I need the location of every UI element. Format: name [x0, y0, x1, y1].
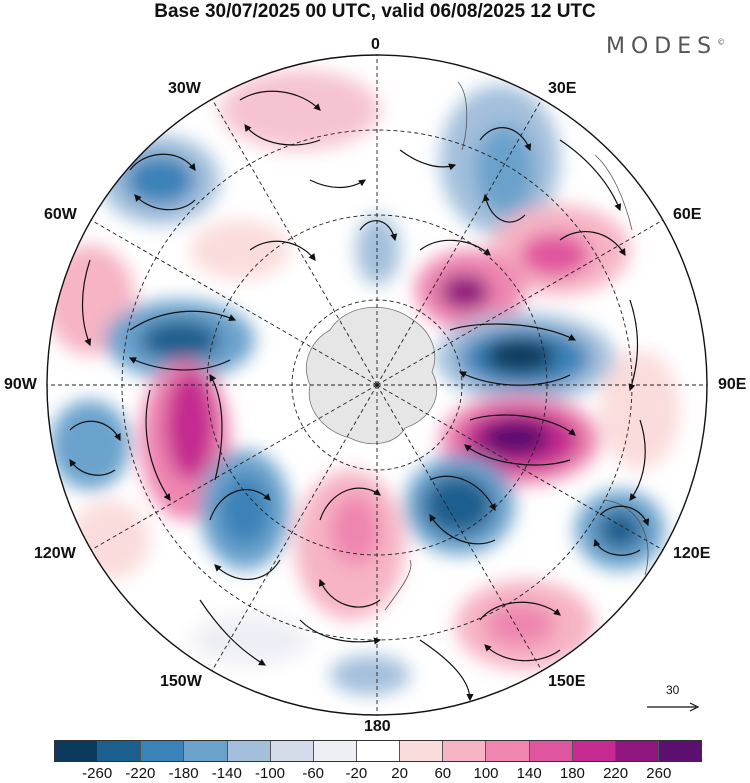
colorbar-tick-label: -140 — [211, 765, 242, 782]
colorbar-swatch — [615, 741, 659, 761]
colorbar-swatch — [572, 741, 616, 761]
label-90w: 90W — [4, 376, 37, 393]
colorbar-swatch — [400, 741, 444, 761]
label-60e: 60E — [673, 206, 702, 223]
colorbar-tick-label: 20 — [391, 765, 408, 782]
polar-map — [46, 54, 708, 716]
colorbar — [54, 740, 702, 762]
label-30e: 30E — [548, 80, 577, 97]
colorbar-tick-label: 100 — [473, 765, 499, 782]
label-120w: 120W — [34, 545, 76, 562]
colorbar-tick-label: 180 — [559, 765, 585, 782]
colorbar-swatch — [270, 741, 314, 761]
colorbar-tick-label: -100 — [254, 765, 286, 782]
colorbar-tick-label: 220 — [603, 765, 629, 782]
colorbar-tick-label: 140 — [516, 765, 542, 782]
label-30w: 30W — [168, 80, 201, 97]
coastlines — [384, 81, 649, 611]
colorbar-swatch — [141, 741, 185, 761]
colorbar-swatch — [529, 741, 573, 761]
reference-arrow-icon — [647, 702, 700, 712]
label-0: 0 — [371, 36, 380, 53]
colorbar-tick-label: -220 — [125, 765, 156, 782]
brand-text: MODES — [606, 34, 718, 59]
colorbar-swatch — [227, 741, 271, 761]
colorbar-swatch — [313, 741, 357, 761]
map-boundary — [46, 54, 708, 716]
colorbar-swatch — [443, 741, 487, 761]
colorbar-swatch — [184, 741, 228, 761]
colorbar-swatch — [55, 741, 99, 761]
reference-vector-value: 30 — [666, 683, 680, 697]
brand-mark: © — [717, 37, 726, 47]
label-180: 180 — [364, 718, 391, 735]
colorbar-tick-label: -260 — [82, 765, 113, 782]
colorbar-swatch — [98, 741, 142, 761]
modes-logo: MODES© — [606, 34, 725, 59]
map-title: Base 30/07/2025 00 UTC, valid 06/08/2025… — [154, 1, 596, 22]
colorbar-tick-label: -60 — [302, 765, 325, 782]
colorbar-tick-label: 260 — [646, 765, 672, 782]
label-120e: 120E — [673, 545, 711, 562]
colorbar-tick-label: -20 — [345, 765, 368, 782]
colorbar-swatch — [356, 741, 401, 761]
label-60w: 60W — [44, 206, 77, 223]
label-90e: 90E — [718, 376, 747, 393]
colorbar-ticks: -260 -220 -180 -140 -100 -60 -20 20 60 100 140 180 2… — [0, 765, 750, 783]
colorbar-swatch — [658, 741, 702, 761]
label-150e: 150E — [548, 673, 586, 690]
colorbar-swatch — [486, 741, 530, 761]
colorbar-tick-label: 60 — [434, 765, 452, 782]
streamlines — [69, 90, 650, 702]
label-150w: 150W — [160, 673, 202, 690]
colorbar-tick-label: -180 — [168, 765, 199, 782]
anomaly-field — [47, 70, 680, 695]
